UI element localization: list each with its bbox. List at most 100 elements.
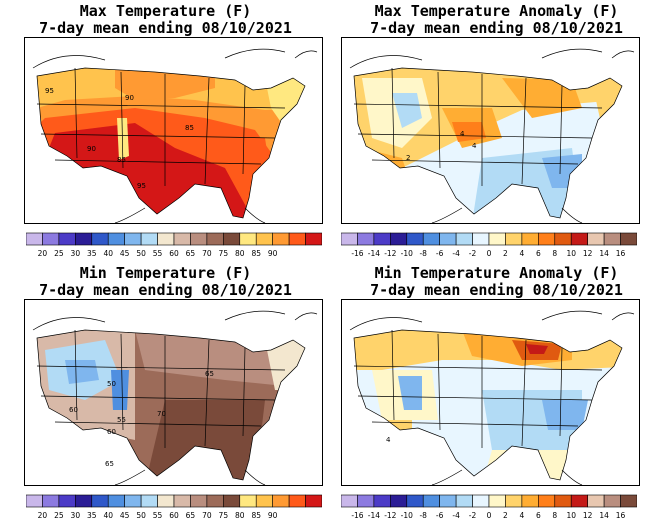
contour-label: 55 [117, 416, 126, 424]
colorbar-tick-label: -10 [400, 249, 413, 258]
colorbar-tick-label: 35 [86, 511, 97, 520]
colorbar-tick-label: -12 [384, 249, 397, 258]
colorbar-swatch [206, 232, 224, 246]
panel-title-line1: Max Temperature (F) [79, 2, 252, 20]
contour-label: 65 [105, 460, 114, 468]
colorbar-tick-label: 80 [234, 511, 245, 520]
colorbar-swatch [505, 494, 523, 508]
colorbar-swatch [357, 232, 375, 246]
colorbar-tick-label: 16 [615, 511, 626, 520]
colorbar-swatch [288, 232, 306, 246]
colorbar-tick-label: -2 [468, 249, 477, 258]
colorbar-tick-label: 90 [267, 249, 278, 258]
colorbar-swatch [107, 494, 125, 508]
colorbar-tick-label: 14 [599, 511, 609, 520]
colorbar-tick-label: 8 [552, 511, 558, 520]
colorbar-swatch [272, 494, 290, 508]
panel-max-temperature: Max Temperature (F) 7-day mean ending 08… [0, 0, 331, 263]
colorbar-swatch [620, 232, 637, 246]
colorbar-swatch [505, 232, 523, 246]
colorbar-tick-label: 70 [202, 511, 212, 520]
colorbar-tick-label: -4 [452, 249, 460, 258]
colorbar-tick-label: 65 [185, 249, 196, 258]
colorbar-tick-label: 60 [169, 249, 179, 258]
colorbar-swatch [173, 494, 191, 508]
colorbar-swatch [439, 232, 457, 246]
colorbar-swatch [75, 232, 93, 246]
contour-label: 4 [460, 130, 465, 138]
colorbar-tick-label: 14 [599, 249, 609, 258]
colorbar-swatch [587, 232, 605, 246]
panel-max-temperature-anomaly: Max Temperature Anomaly (F) 7-day mean e… [331, 0, 662, 263]
colorbar-swatch [422, 232, 440, 246]
colorbar-swatch [223, 232, 241, 246]
contour-label: 95 [45, 87, 54, 95]
colorbar-swatch [439, 494, 457, 508]
colorbar-tick-label: -6 [435, 511, 444, 520]
panel-title-line2: 7-day mean ending 08/10/2021 [370, 281, 623, 299]
colorbar-tick-label: -14 [367, 511, 380, 520]
colorbar-tick-label: 90 [267, 511, 278, 520]
contour-label: 85 [185, 124, 194, 132]
map-min-temperature: 65 50 55 60 65 70 60 [24, 299, 323, 486]
colorbar-tick-label: 55 [152, 249, 163, 258]
contour-label: 50 [107, 380, 116, 388]
colorbar-swatch [538, 494, 556, 508]
colorbar-swatch [406, 232, 424, 246]
colorbar-swatch [223, 494, 241, 508]
colorbar-swatch [422, 494, 440, 508]
panel-title-line2: 7-day mean ending 08/10/2021 [39, 19, 292, 37]
contour-label: 2 [406, 154, 410, 162]
colorbar-min-temperature [26, 494, 322, 508]
contour-label: 90 [125, 94, 134, 102]
colorbar-swatch [521, 232, 539, 246]
colorbar-tick-label: 60 [169, 511, 179, 520]
colorbar-tick-label: -16 [351, 511, 364, 520]
colorbar-tick-label: 25 [54, 511, 64, 520]
colorbar-tick-label: 0 [486, 249, 492, 258]
colorbar-tick-label: -8 [419, 249, 427, 258]
colorbar-swatch [521, 494, 539, 508]
colorbar-swatch [206, 494, 224, 508]
colorbar-tick-label: 85 [251, 511, 261, 520]
colorbar-swatch [570, 494, 588, 508]
colorbar-tick-label: 0 [486, 511, 492, 520]
colorbar-tick-label: 10 [566, 249, 576, 258]
colorbar-swatch [91, 232, 109, 246]
panel-title-line1: Max Temperature Anomaly (F) [374, 2, 619, 20]
colorbar-tick-label: 20 [37, 511, 48, 520]
panel-min-temperature: Min Temperature (F) 7-day mean ending 08… [0, 263, 331, 526]
colorbar-swatch [603, 494, 621, 508]
colorbar-tick-label: -4 [452, 511, 460, 520]
panel-title-line1: Min Temperature (F) [79, 264, 252, 282]
map-max-temperature-anomaly: 4 2 4 [341, 37, 640, 224]
colorbar-ticks: -16 -14 -12 -10 -8 -6 -4 -2 0 2 4 6 8 10 12 14 16 [341, 249, 637, 259]
colorbar-swatch [58, 494, 76, 508]
colorbar-tick-label: 6 [535, 511, 541, 520]
colorbar-swatch [239, 232, 257, 246]
colorbar-tick-label: -8 [419, 511, 427, 520]
colorbar-tick-label: -2 [468, 511, 477, 520]
colorbar-tick-label: 50 [136, 249, 146, 258]
colorbar-tick-label: 70 [202, 249, 212, 258]
colorbar-tick-label: 4 [519, 249, 525, 258]
colorbar-swatch [488, 232, 506, 246]
colorbar-tick-label: 12 [582, 511, 593, 520]
panel-title-line2: 7-day mean ending 08/10/2021 [370, 19, 623, 37]
colorbar-swatch [570, 232, 588, 246]
colorbar-swatch [357, 494, 375, 508]
colorbar-swatch [455, 494, 473, 508]
colorbar-max-temperature-anomaly [341, 232, 637, 246]
colorbar-swatch [173, 232, 191, 246]
colorbar-swatch [75, 494, 93, 508]
colorbar-tick-label: 6 [535, 249, 541, 258]
colorbar-swatch [373, 232, 391, 246]
colorbar-tick-label: 20 [37, 249, 48, 258]
colorbar-tick-label: 2 [503, 511, 508, 520]
colorbar-swatch [190, 232, 208, 246]
colorbar-swatch [157, 232, 175, 246]
colorbar-swatch [305, 494, 322, 508]
colorbar-swatch [107, 232, 125, 246]
colorbar-swatch [239, 494, 257, 508]
colorbar-swatch [288, 494, 306, 508]
